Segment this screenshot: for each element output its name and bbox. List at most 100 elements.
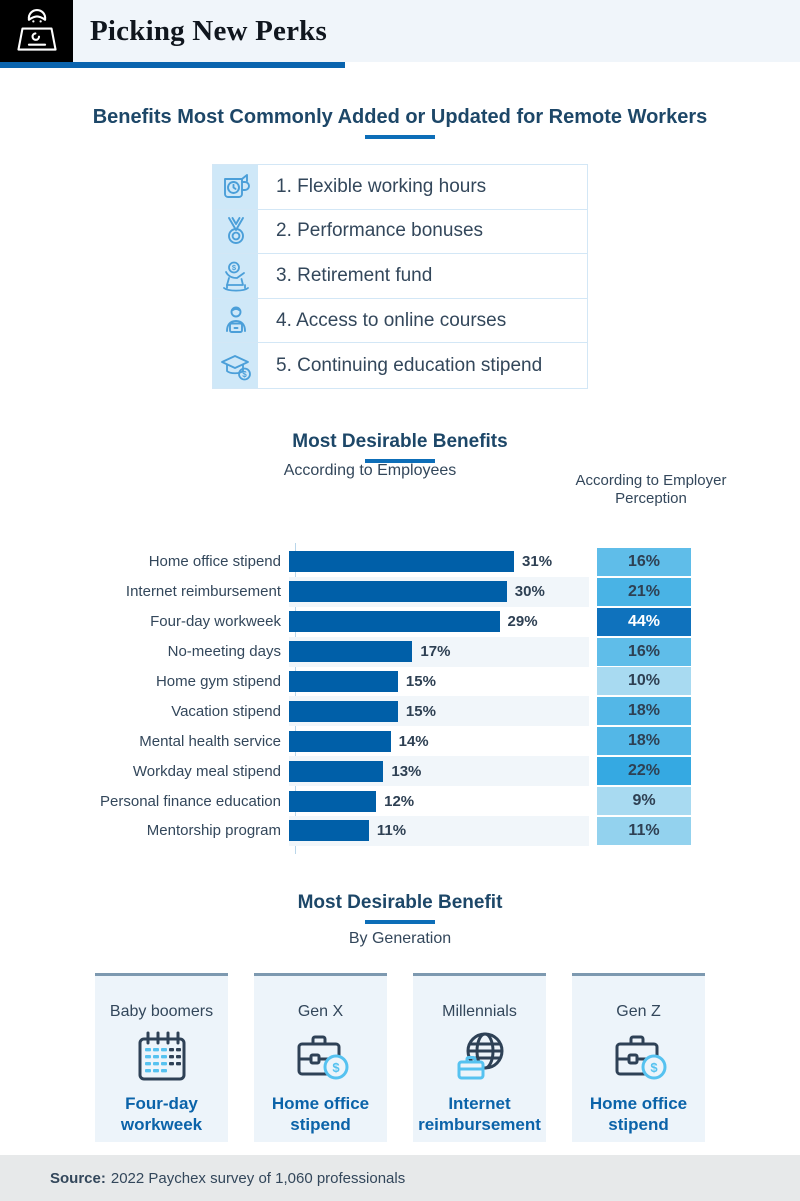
bar-chart: Home office stipend 31% 16% Internet rei… [0,542,697,854]
list-item-label: 2. Performance bonuses [276,220,484,242]
category-label: Internet reimbursement [125,583,281,601]
employee-value: 14% [398,732,429,750]
list-item-label: 1. Flexible working hours [276,175,487,197]
bar-area: 29% [289,607,589,637]
chart-row: Internet reimbursement 30% 21% [0,576,697,607]
generation-card: Baby boomers [95,972,228,1142]
chart-heading: Most Desirable Benefits [292,430,508,452]
header-strip: Picking New Perks [73,0,800,62]
employee-value: 17% [420,643,451,661]
page-title: Picking New Perks [90,14,327,47]
mug-clock-icon [213,165,259,209]
employee-value: 29% [507,613,538,631]
employee-bar [289,551,515,573]
svg-text:$: $ [231,263,236,272]
bar-area: 17% [289,636,589,667]
list-item-label: 4. Access to online courses [276,309,507,331]
heading-underline [365,135,435,139]
top-benefit: Home office stipend [589,1093,688,1134]
chart-row: Personal finance education 12% 9% [0,786,697,816]
category-label: Mentorship program [146,822,281,840]
employee-bar [289,820,369,842]
benefits-list: 1. Flexible working hours 2. Performance… [212,164,588,389]
employee-bar [289,790,377,812]
bar-area: 31% [289,547,589,577]
graduation-cap-dollar-icon: $ [213,343,259,388]
list-item: 4. Access to online courses [213,298,587,344]
employee-bar [289,700,398,722]
chart-row: Home office stipend 31% 16% [0,547,697,577]
list-item: $ 5. Continuing education stipend [213,343,587,388]
employer-cell: 18% [597,727,691,756]
top-benefit: Home office stipend [271,1093,370,1134]
employer-cell: 9% [597,787,691,816]
logo-box [0,0,73,62]
generation-name: Baby boomers [109,1002,214,1020]
employer-column-header: According to Employer Perception [575,471,727,507]
top-benefit: Internet reimbursement [418,1093,541,1134]
generation-card: Gen Z $ Home office stipend [572,972,705,1142]
employee-value: 15% [405,672,436,690]
employee-bar [289,611,500,633]
generation-cards: Baby boomers [0,972,800,1142]
employees-column-header: According to Employees [283,461,457,479]
generation-card: Gen X $ Home office stipend [254,972,387,1142]
svg-text:$: $ [332,1060,340,1075]
employer-cell: 16% [597,637,691,666]
category-label: Mental health service [139,732,281,750]
heading-underline [365,458,435,463]
person-at-laptop-icon [11,6,63,56]
generation-name: Millennials [442,1002,517,1020]
bar-area: 15% [289,667,589,697]
chart-row: Workday meal stipend 13% 22% [0,756,697,787]
header-accent-bar [0,62,345,68]
category-label: Home office stipend [148,553,281,571]
rocking-chair-dollar-icon: $ [213,254,259,298]
bar-area: 13% [289,756,589,787]
calendar-icon [132,1027,192,1087]
employer-cell: 44% [597,607,691,636]
employer-cell: 16% [597,547,691,576]
chart-row: Mentorship program 11% 11% [0,815,697,846]
chart-row: Vacation stipend 15% 18% [0,696,697,727]
bar-area: 11% [289,815,589,846]
briefcase-dollar-icon: $ [609,1027,669,1087]
globe-briefcase-icon [450,1027,510,1087]
source-label: Source: [50,1169,106,1187]
chart-row: Home gym stipend 15% 10% [0,667,697,697]
employer-cell: 21% [597,577,691,606]
employee-value: 13% [391,762,422,780]
employer-cell: 10% [597,667,691,696]
category-label: Workday meal stipend [132,762,281,780]
medal-icon [213,209,259,254]
generation-name: Gen X [297,1002,344,1020]
person-laptop-icon [213,298,259,343]
employee-value: 31% [522,553,553,571]
category-label: No-meeting days [167,643,281,661]
employee-bar [289,581,507,603]
list-item-label: 5. Continuing education stipend [276,354,543,376]
employee-value: 12% [384,792,415,810]
list-item: $ 3. Retirement fund [213,254,587,299]
generation-subtitle: By Generation [348,929,452,947]
employee-value: 15% [405,702,436,720]
chart-row: No-meeting days 17% 16% [0,636,697,667]
employee-value: 11% [376,822,407,840]
category-label: Vacation stipend [171,702,281,720]
bar-area: 14% [289,726,589,756]
employee-bar [289,760,384,782]
generation-card: Millennials Internet reimbursement [413,972,546,1142]
employer-cell: 18% [597,697,691,726]
chart-section: Most Desirable Benefits According to Emp… [0,430,800,854]
employee-bar [289,670,398,692]
chart-row: Mental health service 14% 18% [0,726,697,756]
category-label: Four-day workweek [150,613,281,631]
employer-cell: 11% [597,816,691,845]
source-text: 2022 Paychex survey of 1,060 professiona… [110,1169,406,1187]
bar-area: 15% [289,696,589,727]
employee-value: 30% [514,583,545,601]
employee-bar [289,641,413,663]
bar-area: 12% [289,786,589,816]
generation-name: Gen Z [616,1002,661,1020]
